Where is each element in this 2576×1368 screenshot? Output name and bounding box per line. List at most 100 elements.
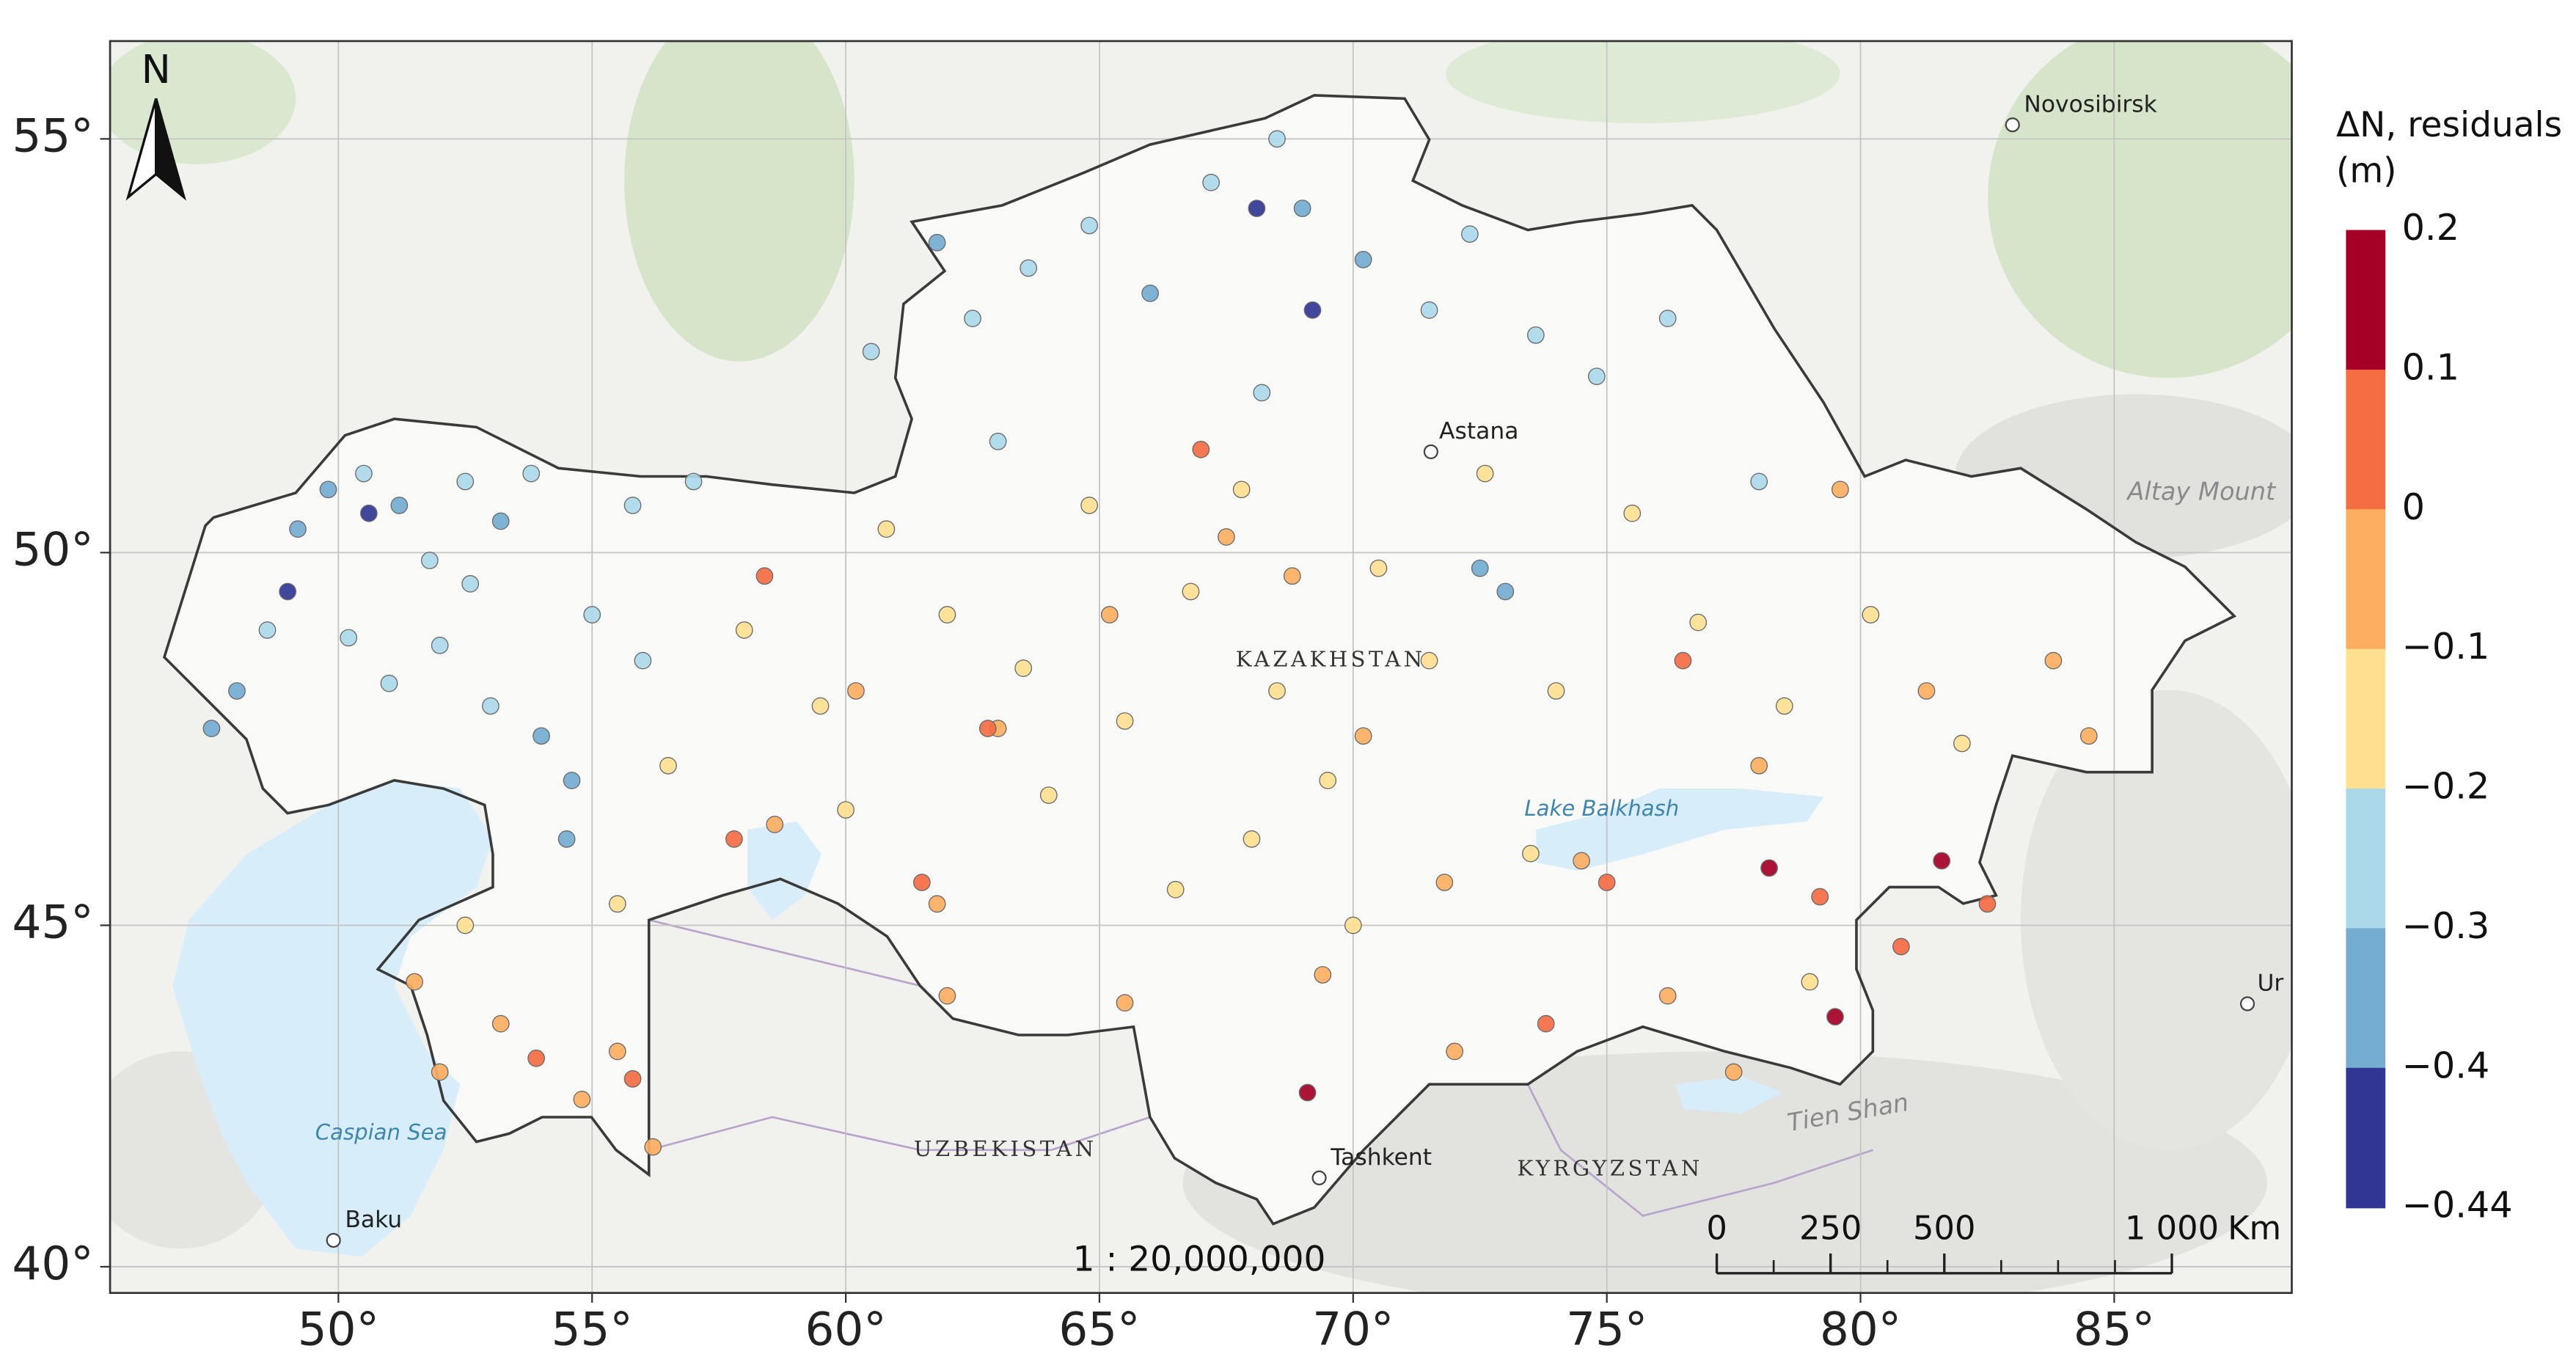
city-label: Tashkent	[1330, 1144, 1432, 1171]
city-label: Baku	[345, 1207, 402, 1233]
station-point	[837, 801, 855, 819]
legend-title-box: ΔN, residuals (m)	[2336, 105, 2562, 190]
legend-swatch	[2346, 789, 2386, 929]
legend-tick-label: −0.2	[2402, 765, 2490, 808]
station-point	[1202, 173, 1220, 191]
station-point	[877, 520, 896, 538]
city-marker	[1311, 1170, 1327, 1185]
water-label: Lake Balkhash	[1524, 796, 1679, 821]
station-point	[1420, 301, 1438, 319]
x-tick-label: 60°	[805, 1302, 887, 1356]
station-point	[1080, 497, 1098, 514]
station-point	[491, 512, 510, 530]
station-point	[573, 1090, 591, 1108]
country-label: UZBEKISTAN	[914, 1136, 1097, 1161]
station-point	[1917, 682, 1936, 700]
station-point	[1832, 480, 1849, 499]
city-label: Ur	[2257, 970, 2283, 997]
y-tick-label: 40°	[12, 1237, 94, 1290]
station-point	[431, 1063, 449, 1081]
station-point	[684, 472, 703, 491]
station-point	[1435, 874, 1454, 891]
legend-tick-label: −0.44	[2402, 1184, 2513, 1226]
station-point	[623, 1070, 642, 1088]
y-tick-label: 50°	[12, 522, 94, 576]
station-point	[355, 464, 373, 483]
city-marker	[326, 1232, 341, 1248]
station-point	[1760, 859, 1778, 877]
station-point	[420, 552, 439, 569]
scale-label: 250	[1799, 1209, 1862, 1248]
station-point	[1218, 528, 1235, 546]
station-point	[1116, 712, 1134, 730]
station-point	[380, 674, 398, 692]
station-point	[1314, 966, 1332, 984]
station-point	[1775, 697, 1793, 715]
station-point	[1182, 582, 1200, 601]
station-point	[1724, 1063, 1743, 1081]
station-point	[623, 497, 642, 514]
station-point	[563, 772, 581, 789]
country-border	[162, 94, 2237, 1226]
station-point	[557, 830, 576, 848]
legend-tick-label: −0.1	[2402, 625, 2490, 667]
legend-swatch	[2346, 509, 2386, 650]
station-point	[1319, 772, 1337, 789]
station-point	[1476, 464, 1494, 483]
station-point	[406, 973, 423, 991]
scale-ratio: 1 : 20,000,000	[1073, 1240, 1326, 1280]
station-point	[1354, 251, 1372, 268]
station-point	[1344, 916, 1362, 934]
y-tick-label: 45°	[12, 896, 94, 949]
city-marker	[1423, 444, 1438, 459]
mountains	[2021, 690, 2292, 1150]
station-point	[1369, 559, 1388, 577]
station-point	[1014, 659, 1033, 677]
station-point	[1039, 786, 1058, 804]
legend-swatch	[2346, 928, 2386, 1069]
station-point	[1446, 1042, 1464, 1061]
station-point	[1268, 130, 1286, 148]
station-point	[2079, 727, 2098, 745]
station-point	[340, 629, 358, 647]
station-point	[1303, 301, 1322, 319]
station-point	[1268, 682, 1286, 700]
station-point	[431, 636, 449, 654]
station-point	[1100, 606, 1119, 623]
x-tick-label: 80°	[1820, 1302, 1901, 1356]
station-point	[1354, 727, 1372, 745]
x-tick-label: 65°	[1058, 1302, 1140, 1356]
y-tick-label: 55°	[12, 109, 94, 162]
legend-swatch	[2346, 369, 2386, 511]
lake-balkhash	[1536, 789, 1824, 871]
north-arrow	[155, 98, 186, 201]
station-point	[1862, 606, 1880, 623]
station-point	[533, 727, 550, 745]
x-tick-label: 75°	[1566, 1302, 1647, 1356]
station-point	[1420, 651, 1438, 670]
station-point	[1496, 582, 1515, 601]
station-point	[862, 343, 880, 361]
station-point	[1587, 367, 1606, 385]
basemap: Novosibirsk Astana KAZAKHSTAN Lake Balkh…	[110, 40, 2292, 1293]
station-point	[289, 520, 307, 538]
station-point	[279, 582, 297, 601]
station-point	[938, 606, 956, 623]
city-marker	[2239, 996, 2255, 1012]
legend-swatch	[2346, 230, 2386, 371]
station-point	[1283, 567, 1301, 585]
station-point	[1623, 504, 1642, 522]
station-point	[755, 567, 774, 585]
neighbor-border	[648, 918, 1873, 1217]
station-point	[1232, 480, 1251, 499]
station-point	[912, 874, 931, 891]
country-label: KYRGYZSTAN	[1517, 1156, 1702, 1181]
station-point	[456, 472, 475, 491]
forest	[110, 40, 296, 164]
station-point	[1298, 1083, 1317, 1102]
station-point	[608, 895, 626, 913]
station-point	[1020, 259, 1037, 277]
north-label: N	[142, 46, 171, 92]
station-point	[1826, 1008, 1844, 1026]
